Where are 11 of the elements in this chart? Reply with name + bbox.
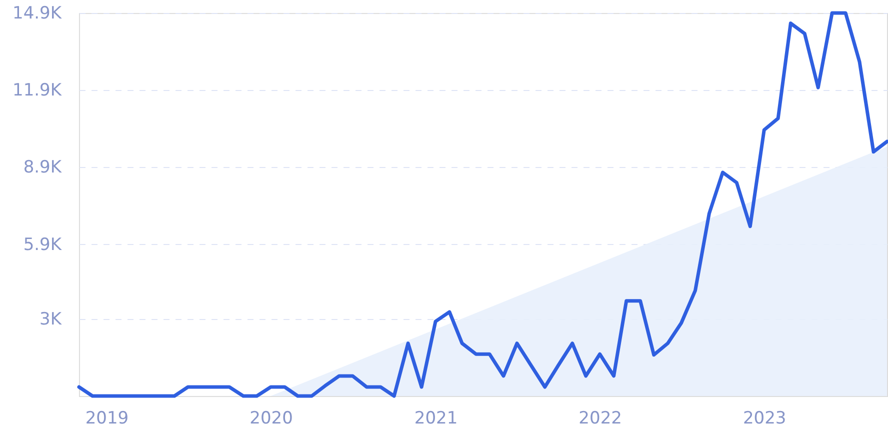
y-tick-label: 14.9K xyxy=(12,4,62,24)
x-tick-label: 2021 xyxy=(414,408,458,428)
x-tick-label: 2019 xyxy=(85,408,129,428)
x-tick-label: 2020 xyxy=(250,408,293,428)
line-series xyxy=(77,11,888,398)
y-tick-label: 11.9K xyxy=(12,80,62,101)
y-tick-label: 3K xyxy=(40,309,62,330)
x-tick-label: 2023 xyxy=(742,408,786,428)
x-tick-label: 2022 xyxy=(578,408,622,428)
y-tick-label: 8.9K xyxy=(23,158,62,178)
y-tick-label: 5.9K xyxy=(23,234,62,255)
